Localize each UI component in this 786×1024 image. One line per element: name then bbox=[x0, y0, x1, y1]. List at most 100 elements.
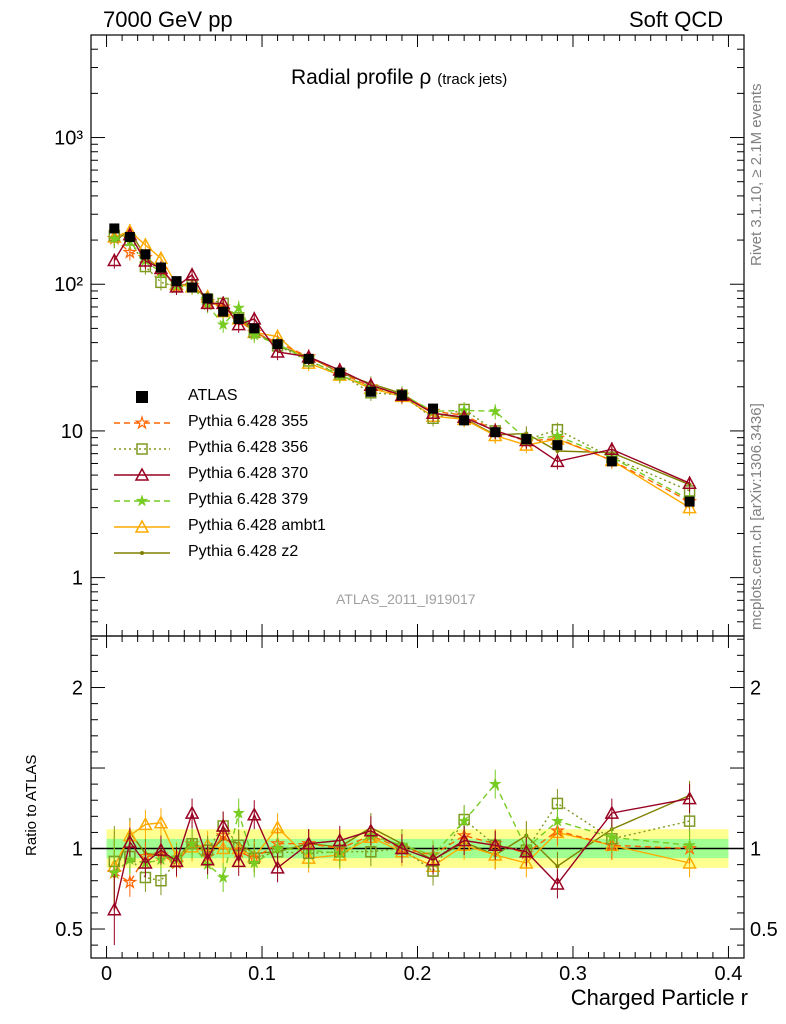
main-plot-title: Radial profile ρ (track jets) bbox=[291, 66, 507, 90]
marker-triangle bbox=[270, 860, 285, 874]
marker-triangle bbox=[425, 852, 441, 866]
marker-square bbox=[171, 276, 182, 287]
marker-star bbox=[271, 841, 285, 855]
marker-triangle bbox=[138, 253, 153, 267]
marker-triangle bbox=[682, 475, 697, 489]
legend-swatch-355 bbox=[114, 414, 170, 430]
marker-star bbox=[488, 404, 502, 417]
marker-triangle bbox=[107, 252, 122, 267]
marker-triangle bbox=[487, 847, 503, 861]
ratio-y-tick-label-right: 0.5 bbox=[750, 919, 778, 941]
marker-triangle bbox=[332, 832, 348, 847]
series-line bbox=[114, 230, 690, 509]
marker-triangle bbox=[107, 902, 122, 916]
ratio-series-line bbox=[113, 822, 690, 868]
marker-square bbox=[459, 415, 470, 426]
marker-star bbox=[457, 814, 471, 827]
marker-star bbox=[216, 317, 230, 331]
marker-square bbox=[396, 390, 407, 401]
ratio-y-axis-title: Ratio to ATLAS bbox=[23, 754, 40, 856]
marker-square bbox=[136, 391, 148, 403]
ratio-series-line bbox=[113, 794, 690, 877]
marker-triangle bbox=[134, 519, 150, 533]
ratio-y-tick-label-left: 2 bbox=[72, 678, 83, 700]
marker-star bbox=[605, 830, 619, 843]
series-line bbox=[114, 237, 690, 501]
marker-triangle bbox=[487, 837, 503, 852]
marker-triangle bbox=[169, 853, 184, 868]
ratio-y-tick-label-right: 1 bbox=[750, 839, 761, 861]
marker-star bbox=[134, 414, 150, 430]
ratio-y-tick-label-right: 2 bbox=[750, 678, 761, 700]
mcplots-source-text: mcplots.cern.ch [arXiv:1306.3436] bbox=[748, 403, 765, 630]
rivet-version-text: Rivet 3.1.10, ≥ 2.1M events bbox=[748, 83, 765, 267]
legend-swatch-z2 bbox=[114, 551, 170, 555]
legend-item-356: Pythia 6.428 356 bbox=[112, 436, 432, 462]
analysis-id: ATLAS_2011_I919017 bbox=[336, 591, 476, 607]
marker-square bbox=[249, 323, 260, 334]
x-tick-label: 0.3 bbox=[559, 963, 587, 985]
marker-triangle bbox=[169, 279, 184, 293]
ratio-plot-frame bbox=[90, 635, 745, 959]
marker-triangle bbox=[215, 840, 231, 855]
main-plot-subtitle: (track jets) bbox=[437, 71, 508, 88]
legend-label: ATLAS bbox=[188, 387, 238, 404]
series-line bbox=[113, 233, 690, 484]
marker-star bbox=[247, 856, 261, 869]
marker-star bbox=[122, 244, 138, 259]
marker-triangle bbox=[604, 441, 620, 456]
marker-star bbox=[107, 231, 121, 245]
marker-star bbox=[185, 836, 199, 850]
legend-swatch-atlas bbox=[136, 391, 148, 403]
marker-star bbox=[122, 874, 138, 889]
ratio-series-line bbox=[113, 797, 690, 910]
marker-triangle bbox=[134, 467, 150, 481]
y-tick-label: 10 bbox=[61, 421, 83, 443]
legend-swatch-379 bbox=[114, 494, 170, 507]
y-tick-label: 10² bbox=[54, 274, 83, 296]
marker-square bbox=[490, 427, 501, 438]
legend-swatch-ambt1 bbox=[114, 519, 170, 533]
legend-item-z2: Pythia 6.428 z2 bbox=[112, 540, 432, 566]
main-y-axis-ticks bbox=[91, 34, 744, 637]
marker-triangle bbox=[301, 836, 316, 850]
x-tick-label: 0 bbox=[101, 963, 112, 985]
marker-triangle bbox=[184, 267, 200, 281]
ratio-y-tick-label-left: 0.5 bbox=[55, 919, 83, 941]
marker-triangle bbox=[200, 852, 215, 866]
marker-triangle bbox=[456, 832, 472, 847]
marker-square bbox=[155, 262, 166, 273]
marker-triangle bbox=[519, 844, 534, 858]
marker-triangle bbox=[231, 317, 246, 331]
marker-triangle bbox=[153, 842, 169, 856]
marker-triangle bbox=[138, 816, 153, 831]
marker-triangle bbox=[519, 855, 534, 869]
marker-triangle bbox=[550, 453, 565, 468]
marker-triangle bbox=[138, 855, 153, 869]
header-left: 7000 GeV pp bbox=[103, 7, 233, 32]
legend-item-atlas: ATLAS bbox=[112, 384, 432, 410]
marker-square bbox=[218, 306, 229, 317]
legend-item-355: Pythia 6.428 355 bbox=[112, 410, 432, 436]
ratio-series-pythia-6-428-370 bbox=[107, 784, 697, 946]
marker-star bbox=[232, 301, 246, 314]
marker-triangle bbox=[153, 815, 169, 829]
y-tick-label: 10³ bbox=[54, 128, 83, 150]
marker-triangle bbox=[246, 807, 262, 821]
marker-triangle bbox=[363, 823, 379, 837]
ratio-y-axis-ticks bbox=[91, 638, 744, 946]
marker-star bbox=[488, 777, 502, 790]
legend-swatch-370 bbox=[114, 467, 170, 481]
marker-dot bbox=[555, 864, 560, 869]
ratio-y-tick-label-left: 1 bbox=[72, 839, 83, 861]
marker-square bbox=[202, 293, 213, 304]
y-tick-label: 1 bbox=[72, 568, 83, 590]
x-tick-label: 0.2 bbox=[404, 963, 432, 985]
marker-square-open bbox=[155, 874, 167, 887]
legend-label: Pythia 6.428 355 bbox=[188, 413, 309, 430]
marker-square bbox=[684, 496, 695, 507]
marker-triangle bbox=[231, 853, 246, 868]
marker-square bbox=[334, 367, 345, 378]
marker-square bbox=[272, 339, 283, 350]
